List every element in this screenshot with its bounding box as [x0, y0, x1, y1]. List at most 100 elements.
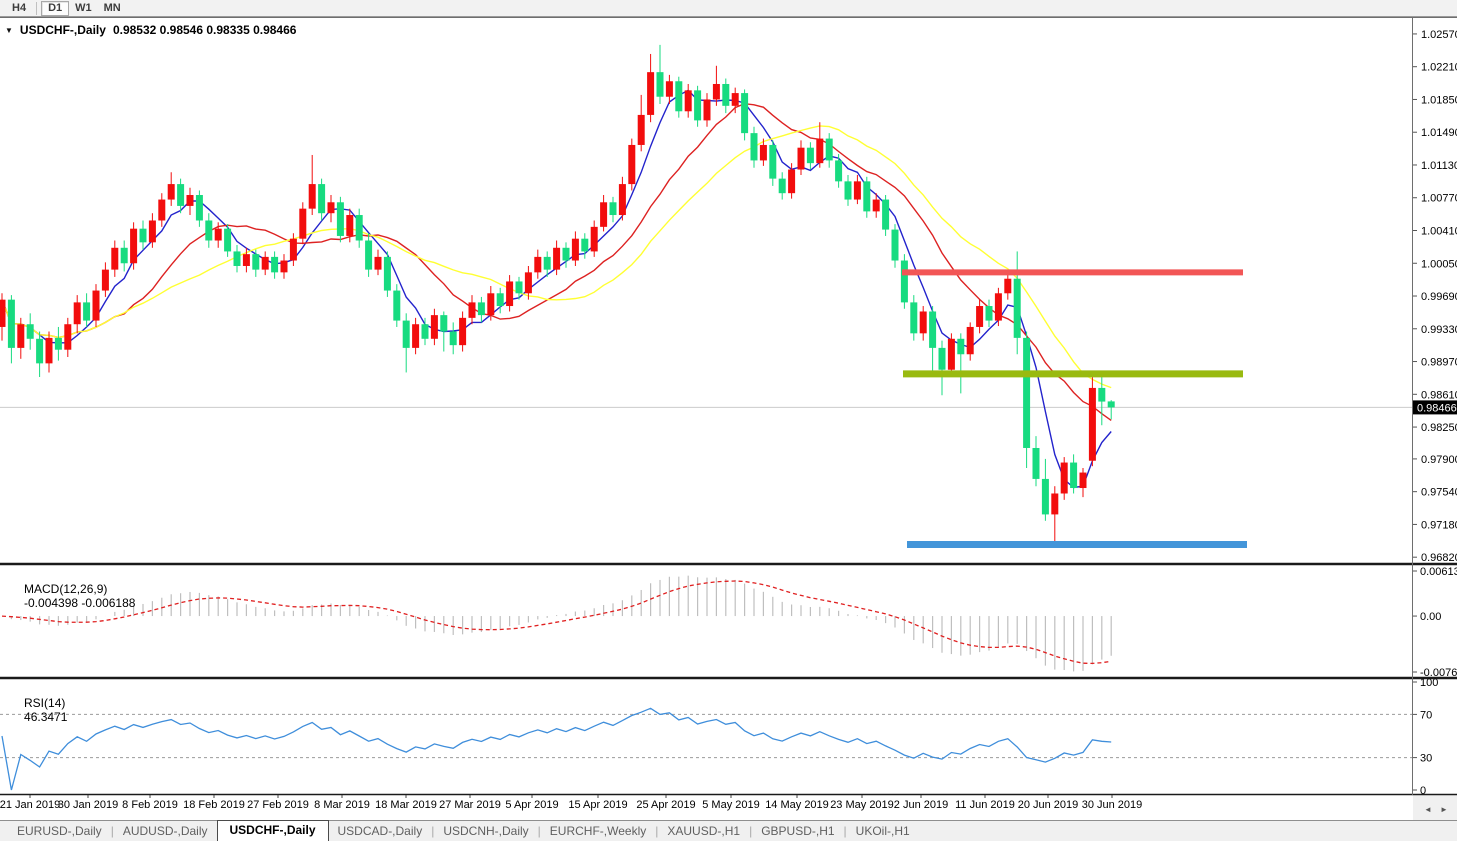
rsi-panel: [0, 707, 1412, 791]
candle-body: [882, 199, 890, 230]
candle-body: [1023, 337, 1031, 448]
tab-xauusd-h1[interactable]: XAUUSD-,H1: [667, 824, 741, 838]
price-tick-label: 1.00050: [1421, 258, 1457, 270]
candle-body: [994, 293, 1002, 321]
tab-audusd-daily[interactable]: AUDUSD-,Daily: [122, 824, 208, 838]
candle-body: [571, 238, 579, 261]
tab-usdchf-daily[interactable]: USDCHF-,Daily: [216, 820, 329, 841]
candle-body: [816, 138, 824, 164]
candle-body: [825, 138, 833, 161]
timeframe-button-H4[interactable]: H4: [12, 1, 27, 14]
candle-body: [966, 326, 974, 355]
date-tick-label: 27 Mar 2019: [439, 799, 501, 811]
ma-slow-line: [1, 125, 1112, 389]
candle-body: [120, 247, 128, 264]
timeframe-button-D1[interactable]: D1: [41, 0, 70, 16]
candle-body: [712, 83, 720, 100]
candle-body: [543, 256, 551, 270]
price-tick-label: 1.01130: [1421, 160, 1457, 172]
axis-corner: [1413, 795, 1457, 820]
date-tick-label: 27 Feb 2019: [247, 799, 309, 811]
candle-body: [722, 83, 730, 106]
candle-body: [440, 315, 448, 332]
price-tick-label: 0.99690: [1421, 291, 1457, 303]
date-tick-label: 8 Feb 2019: [122, 799, 178, 811]
date-tick-label: 18 Feb 2019: [183, 799, 245, 811]
tab-ukoil-h1[interactable]: UKOil-,H1: [855, 824, 910, 838]
tab-usdcad-daily[interactable]: USDCAD-,Daily: [337, 824, 423, 838]
price-tick-label: 0.98250: [1421, 422, 1457, 434]
rsi-line: [1, 707, 1112, 791]
candle-body: [308, 184, 316, 209]
candle-body: [271, 256, 279, 273]
timeframe-button-W1[interactable]: W1: [75, 1, 92, 14]
chart-dropdown-icon[interactable]: ▼: [5, 25, 13, 35]
candle-body: [318, 184, 326, 214]
macd-axis-label: 0.00: [1420, 611, 1441, 623]
candle-body: [515, 281, 523, 294]
candle-body: [694, 90, 702, 121]
tab-usdcnh-daily[interactable]: USDCNH-,Daily: [443, 824, 529, 838]
toolbar-separator: [36, 1, 38, 15]
candle-body: [731, 93, 739, 106]
current-price-text: 0.98466: [1417, 402, 1457, 414]
candle-body: [1060, 462, 1068, 494]
candle-body: [92, 290, 100, 321]
candle-body: [1070, 462, 1078, 489]
price-tick-label: 1.00410: [1421, 225, 1457, 237]
candle-body: [778, 178, 786, 194]
candle-body: [553, 247, 561, 270]
candle-body: [506, 281, 514, 307]
tab-eurusd-daily[interactable]: EURUSD-,Daily: [17, 824, 102, 838]
candle-body: [412, 324, 420, 348]
date-tick-label: 20 Jun 2019: [1018, 799, 1079, 811]
candle-body: [976, 306, 984, 327]
macd-axis-label: 0.00613: [1420, 566, 1457, 578]
scroll-right-icon[interactable]: ►: [1440, 805, 1448, 814]
candle-body: [929, 311, 937, 348]
candle-body: [449, 331, 457, 346]
candle-body: [1032, 447, 1040, 479]
candle-body: [130, 228, 138, 264]
price-tick-label: 0.98970: [1421, 357, 1457, 369]
macd-panel: [1, 575, 1112, 672]
candle-body: [1098, 387, 1106, 402]
date-tick-label: 14 May 2019: [765, 799, 829, 811]
scroll-left-icon[interactable]: ◄: [1424, 805, 1432, 814]
candle-body: [487, 293, 495, 316]
candle-body: [496, 293, 504, 307]
date-tick-label: 30 Jan 2019: [58, 799, 119, 811]
date-tick-label: 18 Mar 2019: [375, 799, 437, 811]
price-axis[interactable]: 1.02570 1.02210 1.01850 1.01490 1.01130 1.007…: [1413, 29, 1457, 797]
rsi-values: 46.3471: [24, 710, 68, 724]
timeframe-button-MN[interactable]: MN: [103, 1, 121, 14]
candle-body: [289, 238, 297, 261]
chart-symbol-label: USDCHF-,Daily: [19, 23, 106, 37]
candle-body: [1051, 493, 1059, 515]
date-tick-label: 8 Mar 2019: [314, 799, 370, 811]
candle-body: [675, 81, 683, 112]
candle-body: [261, 256, 269, 270]
date-tick-label: 25 Apr 2019: [636, 799, 695, 811]
tab-gbpusd-h1[interactable]: GBPUSD-,H1: [761, 824, 835, 838]
candle-body: [600, 202, 608, 227]
candle-body: [900, 260, 908, 303]
chart-canvas[interactable]: 1.02570 1.02210 1.01850 1.01490 1.01130 1.007…: [0, 17, 1457, 820]
timeframe-toolbar: H4 D1 W1 MN: [0, 0, 1457, 17]
chart-area[interactable]: 1.02570 1.02210 1.01850 1.01490 1.01130 1.007…: [0, 17, 1457, 820]
candle-body: [167, 184, 175, 200]
candle-body: [54, 337, 62, 350]
price-tick-label: 0.99330: [1421, 324, 1457, 336]
price-tick-label: 0.98610: [1421, 389, 1457, 401]
candle-body: [148, 220, 156, 243]
candle-body: [365, 240, 373, 270]
tab-eurchf-weekly[interactable]: EURCHF-,Weekly: [549, 824, 647, 838]
candle-body: [83, 302, 91, 321]
candle-body: [477, 302, 485, 316]
candle-body: [853, 181, 861, 200]
candle-body: [665, 81, 673, 97]
candle-body: [73, 302, 81, 325]
price-tick-label: 1.01850: [1421, 94, 1457, 106]
macd-indicator-label: MACD(12,26,9) -0.004398 -0.006188: [4, 568, 135, 624]
